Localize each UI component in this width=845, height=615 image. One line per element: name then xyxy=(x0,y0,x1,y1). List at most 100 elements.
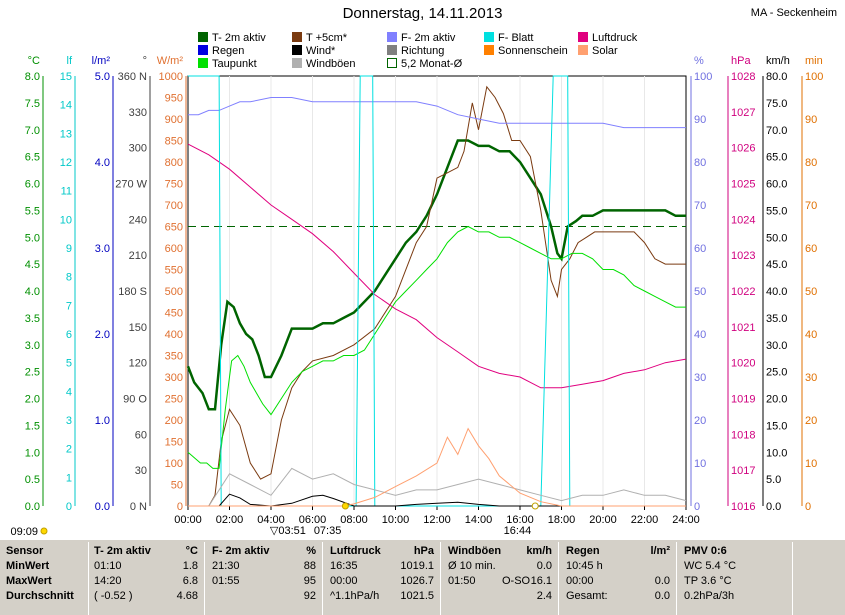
pressure-trend: 0.2hPa/3h xyxy=(684,590,735,602)
axis-tick-label-temp: 2.0 xyxy=(25,394,40,406)
axis-tick-label-wind: 60.0 xyxy=(766,179,787,191)
axis-tick-label-solar: 300 xyxy=(165,372,183,384)
legend-item-f-2m-aktiv: F- 2m aktiv xyxy=(387,32,455,44)
axis-tick-label-hum: 80 xyxy=(694,157,706,169)
series-line-luftdruck xyxy=(187,143,687,389)
axis-tick-label-solar: 800 xyxy=(165,157,183,169)
press-col-unit: hPa xyxy=(413,545,434,557)
hum-min-time: 21:30 xyxy=(212,560,240,572)
axis-tick-label-temp: 6.0 xyxy=(25,179,40,191)
temp-avg-value: 4.68 xyxy=(176,590,198,602)
axis-tick-label-hum: 70 xyxy=(694,200,706,212)
temp-max-time: 14:20 xyxy=(94,575,122,587)
legend-swatch xyxy=(292,58,302,68)
axis-tick-label-solar: 650 xyxy=(165,222,183,234)
axis-tick-label-temp: 3.5 xyxy=(25,313,40,325)
axis-tick-label-sun: 10 xyxy=(805,458,817,470)
axis-tick-label-sun: 40 xyxy=(805,329,817,341)
axis-tick-label-dir: 360 N xyxy=(118,71,147,83)
temp-min-time: 01:10 xyxy=(94,560,122,572)
axis-tick-label-leaf: 7 xyxy=(66,300,72,312)
axis-unit-rain: l/m² xyxy=(92,55,111,67)
axis-tick-label-hum: 60 xyxy=(694,243,706,255)
legend-label: Solar xyxy=(592,45,618,57)
axis-tick-label-leaf: 15 xyxy=(60,71,72,83)
axis-tick-label-rain: 3.0 xyxy=(95,243,110,255)
axis-tick-label-temp: 2.5 xyxy=(25,367,40,379)
axis-tick-label-solar: 0 xyxy=(177,501,183,513)
axis-tick-label-wind: 75.0 xyxy=(766,98,787,110)
axis-tick-label-dir: 300 xyxy=(129,143,147,155)
legend-item-5-2-monat-: 5,2 Monat-Ø xyxy=(387,58,462,70)
axis-tick-label-temp: 0.5 xyxy=(25,474,40,486)
axis-tick-label-dir: 270 W xyxy=(115,179,147,191)
axis-tick-label-wind: 15.0 xyxy=(766,420,787,432)
legend-swatch xyxy=(198,58,208,68)
axis-tick-label-dir: 180 S xyxy=(118,286,147,298)
hum-avg-value: 92 xyxy=(303,590,316,602)
axis-tick-label-hum: 40 xyxy=(694,329,706,341)
axis-tick-label-leaf: 2 xyxy=(66,444,72,456)
axis-tick-label-hum: 50 xyxy=(694,286,706,298)
statistics-footer: Sensor MinWert MaxWert Durchschnitt T- 2… xyxy=(0,540,845,615)
rain-max-value: 0.0 xyxy=(654,575,670,587)
x-tick-label: 12:00 xyxy=(423,514,451,526)
axis-tick-label-rain: 0.0 xyxy=(95,501,110,513)
station-name: MA - Seckenheim xyxy=(750,7,837,19)
rain-duration: 10:45 h xyxy=(566,560,603,572)
legend-label: Luftdruck xyxy=(592,32,638,44)
press-min-time: 16:35 xyxy=(330,560,358,572)
x-tick-label: 04:00 xyxy=(257,514,285,526)
axis-tick-label-solar: 500 xyxy=(165,286,183,298)
axis-tick-label-dir: 330 xyxy=(129,107,147,119)
legend-label: F- 2m aktiv xyxy=(401,32,456,44)
axis-tick-label-leaf: 1 xyxy=(66,472,72,484)
series-line-taupunkt xyxy=(187,225,686,469)
x-tick-label: 02:00 xyxy=(216,514,244,526)
axis-tick-label-wind: 50.0 xyxy=(766,232,787,244)
temp-col-unit: °C xyxy=(185,545,198,557)
pmv-head: PMV 0:6 xyxy=(684,545,727,557)
legend-item-t-5cm-: T +5cm* xyxy=(292,32,347,44)
axis-tick-label-hum: 0 xyxy=(694,501,700,513)
axis-tick-label-sun: 60 xyxy=(805,243,817,255)
axis-unit-temp: °C xyxy=(28,55,40,67)
axis-tick-label-leaf: 9 xyxy=(66,243,72,255)
axis-tick-label-press: 1018 xyxy=(731,429,755,441)
axis-tick-label-temp: 4.0 xyxy=(25,286,40,298)
axis-tick-label-dir: 0 N xyxy=(130,501,147,513)
temp-max-value: 6.8 xyxy=(182,575,198,587)
axis-tick-label-leaf: 0 xyxy=(66,501,72,513)
legend-swatch xyxy=(484,45,494,55)
rain-column: Regen l/m² 10:45 h 00:00 0.0 Gesamt: 0.0 xyxy=(566,544,670,604)
temp-trend: ( -0.52 ) xyxy=(94,590,133,602)
axis-tick-label-solar: 400 xyxy=(165,329,183,341)
axis-tick-label-leaf: 11 xyxy=(61,186,72,198)
legend-swatch xyxy=(578,45,588,55)
axis-tick-label-wind: 80.0 xyxy=(766,71,787,83)
press-column: Luftdruck hPa 16:35 1019.1 00:00 1026.7 ^1.… xyxy=(330,544,434,604)
hum-max-time: 01:55 xyxy=(212,575,240,587)
axis-tick-label-solar: 850 xyxy=(165,136,183,148)
legend-item-wind-: Wind* xyxy=(292,45,335,57)
axis-tick-label-leaf: 8 xyxy=(66,272,72,284)
axis-unit-sun: min xyxy=(805,55,823,67)
axis-tick-label-press: 1020 xyxy=(731,358,755,370)
axis-tick-label-rain: 2.0 xyxy=(95,329,110,341)
x-tick-label: 06:00 xyxy=(299,514,327,526)
min-label: MinWert xyxy=(6,560,50,572)
axis-tick-label-solar: 450 xyxy=(165,308,183,320)
axis-tick-label-leaf: 3 xyxy=(66,415,72,427)
legend-label: 5,2 Monat-Ø xyxy=(401,58,463,70)
x-tick-label: 16:00 xyxy=(506,514,534,526)
x-tick-label: 22:00 xyxy=(631,514,659,526)
axis-tick-label-leaf: 12 xyxy=(60,157,72,169)
x-tick-label: 24:00 xyxy=(672,514,700,526)
axis-tick-label-sun: 0 xyxy=(805,501,811,513)
legend-item-luftdruck: Luftdruck xyxy=(578,32,637,44)
axis-tick-label-wind: 65.0 xyxy=(766,152,787,164)
rain-col-unit: l/m² xyxy=(650,545,670,557)
legend-item-solar: Solar xyxy=(578,45,618,57)
legend-label: Sonnenschein xyxy=(498,45,568,57)
legend-swatch xyxy=(292,45,302,55)
